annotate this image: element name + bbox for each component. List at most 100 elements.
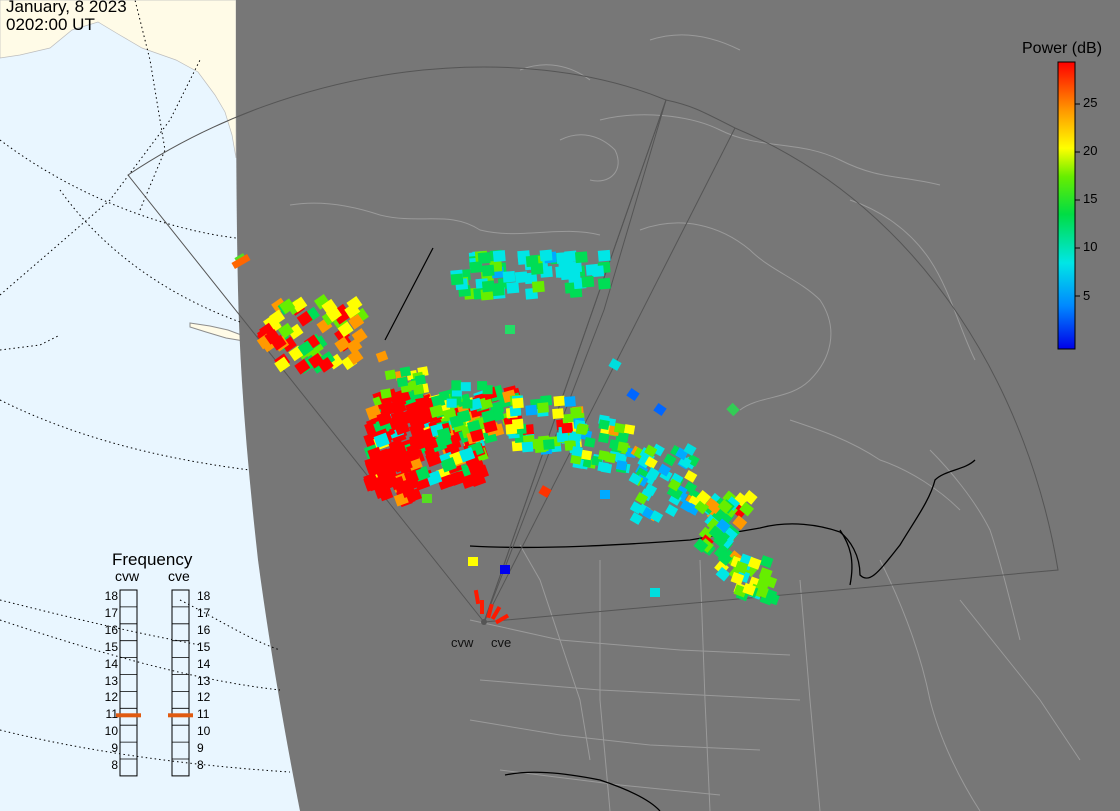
- legend-tick: 20: [1083, 143, 1098, 158]
- echo-cell: [584, 437, 596, 448]
- echo-cell: [635, 491, 649, 505]
- echo-cell: [553, 395, 566, 407]
- echo-cell: [597, 277, 611, 290]
- echo-cell: [644, 456, 658, 470]
- echo-cell: [564, 396, 576, 407]
- frequency-number: 13: [104, 673, 118, 688]
- echo-cell: [400, 483, 416, 498]
- echo-cell: [384, 369, 397, 381]
- echo-cell: [396, 376, 409, 388]
- echo-cell: [759, 555, 774, 569]
- time-label: 0202:00 UT: [6, 15, 95, 34]
- site-label-cvw: cvw: [451, 635, 474, 650]
- echo-cell: [643, 483, 658, 497]
- echo-cell: [649, 510, 664, 523]
- echo-cell: [483, 419, 498, 434]
- echo-cell: [628, 472, 642, 486]
- echo-cell: [715, 518, 731, 534]
- echo-cell: [412, 384, 425, 395]
- frequency-scales: [116, 589, 193, 777]
- frequency-number: 18: [197, 589, 211, 603]
- frequency-number: 8: [197, 758, 204, 772]
- echo-cell: [657, 463, 671, 477]
- frequency-number: 17: [197, 605, 211, 620]
- echo-cell: [451, 380, 462, 390]
- echo-cell: [609, 439, 621, 450]
- echo-cell: [348, 313, 365, 330]
- frequency-number: 11: [197, 707, 210, 722]
- echo-cell: [376, 410, 393, 427]
- echo-cell: [313, 293, 331, 310]
- echo-cell: [665, 504, 679, 517]
- echo-cell: [291, 296, 308, 313]
- echo-cell: [414, 374, 427, 386]
- echo-cell: [505, 325, 515, 334]
- frequency-number: 9: [197, 741, 204, 756]
- echo-cell: [598, 419, 610, 431]
- echo-cell: [458, 447, 476, 463]
- frequency-number: 10: [104, 724, 118, 739]
- echo-cell: [644, 444, 658, 458]
- echo-cell: [506, 281, 520, 294]
- echo-cell: [450, 273, 464, 286]
- echo-cell: [477, 252, 491, 264]
- fov-outlines: [127, 66, 1059, 624]
- echo-cell: [460, 382, 471, 392]
- echo-cell: [502, 270, 516, 283]
- echo-cell: [279, 298, 296, 315]
- echo-cell: [481, 409, 496, 424]
- frequency-number: 9: [111, 741, 118, 756]
- echo-cell: [481, 264, 495, 277]
- frequency-number: 15: [104, 639, 118, 654]
- echo-cell: [469, 261, 483, 274]
- echo-cell: [600, 490, 610, 499]
- echo-cell: [717, 551, 733, 566]
- frequency-number: 18: [104, 589, 118, 603]
- echo-cell: [480, 600, 484, 614]
- frequency-number: 11: [105, 707, 118, 722]
- echo-cell: [719, 508, 735, 524]
- echo-cell: [683, 443, 697, 456]
- echo-cell: [333, 308, 350, 325]
- echo-cell: [747, 556, 762, 570]
- echo-cell: [446, 398, 457, 408]
- echo-cell: [347, 349, 364, 365]
- frequency-marker: [116, 713, 141, 718]
- echo-cell: [617, 441, 629, 453]
- echo-cell: [500, 565, 510, 574]
- echo-cell: [539, 265, 553, 278]
- frequency-marker: [168, 713, 193, 718]
- echo-cell: [570, 453, 582, 465]
- radar-site-marker: [481, 619, 487, 625]
- echo-cell: [569, 286, 583, 298]
- echo-cell: [264, 328, 281, 345]
- echo-cell: [574, 251, 588, 264]
- echo-cell: [530, 263, 544, 275]
- echo-cell: [698, 526, 714, 542]
- echo-cell: [469, 460, 486, 476]
- echo-cell: [477, 381, 488, 391]
- echo-cell: [481, 280, 495, 293]
- echo-cell: [351, 328, 368, 344]
- echo-cell: [426, 470, 443, 486]
- frequency-scale-box: [119, 589, 138, 777]
- echo-cell: [511, 440, 524, 452]
- echo-cell: [646, 467, 660, 480]
- echo-cell: [511, 397, 524, 409]
- echo-cell: [734, 560, 749, 574]
- radar-name-cvw: cvw: [115, 568, 140, 584]
- echo-cell: [422, 494, 432, 503]
- echo-cell: [597, 249, 611, 262]
- echo-cell: [717, 499, 733, 514]
- echo-cell: [277, 322, 294, 339]
- echo-cell: [414, 410, 431, 427]
- echo-cell: [366, 457, 382, 472]
- echo-cell: [704, 497, 720, 513]
- echo-cell: [514, 271, 528, 284]
- echo-cell: [542, 439, 555, 450]
- echo-cell: [321, 298, 338, 315]
- echo-cell: [539, 249, 553, 262]
- echo-cell: [680, 499, 694, 513]
- echo-cell: [608, 358, 622, 371]
